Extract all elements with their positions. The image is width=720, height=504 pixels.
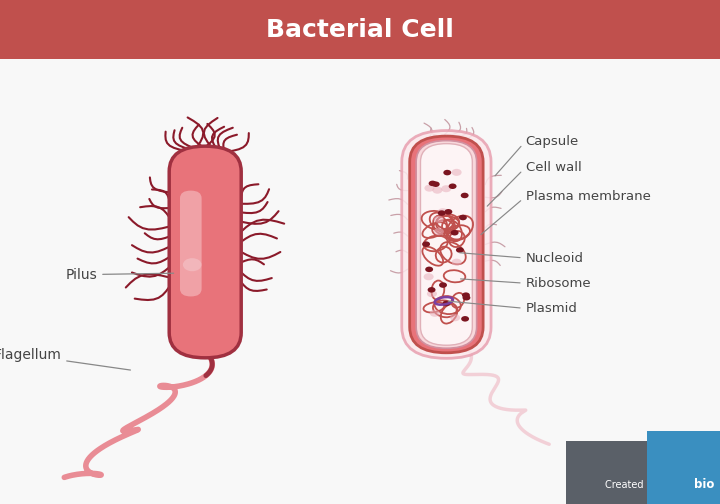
Circle shape: [456, 247, 464, 253]
Text: Capsule: Capsule: [495, 135, 579, 176]
Circle shape: [461, 316, 469, 322]
Text: Plasma membrane: Plasma membrane: [481, 190, 650, 234]
Circle shape: [462, 292, 470, 298]
Circle shape: [422, 241, 430, 247]
FancyBboxPatch shape: [420, 144, 472, 345]
Circle shape: [449, 183, 456, 189]
Circle shape: [451, 230, 459, 235]
Text: Created in BioRender.com: Created in BioRender.com: [605, 480, 720, 490]
Circle shape: [430, 310, 440, 317]
FancyBboxPatch shape: [169, 146, 241, 358]
Text: Bacterial Cell: Bacterial Cell: [266, 18, 454, 42]
FancyBboxPatch shape: [410, 136, 483, 353]
FancyBboxPatch shape: [180, 191, 202, 296]
Circle shape: [428, 180, 436, 186]
Text: bio: bio: [694, 478, 714, 491]
Text: Ribosome: Ribosome: [461, 277, 591, 290]
Circle shape: [451, 169, 462, 176]
Circle shape: [441, 185, 451, 192]
Text: Nucleoid: Nucleoid: [459, 251, 584, 265]
Circle shape: [433, 216, 444, 223]
Circle shape: [459, 215, 467, 220]
Text: Plasmid: Plasmid: [448, 301, 577, 315]
Circle shape: [432, 186, 442, 194]
Circle shape: [461, 193, 469, 198]
Circle shape: [451, 259, 462, 266]
Circle shape: [432, 181, 440, 187]
Circle shape: [444, 209, 452, 215]
Circle shape: [424, 184, 434, 192]
Circle shape: [426, 267, 433, 272]
FancyBboxPatch shape: [402, 131, 491, 358]
Circle shape: [439, 282, 447, 288]
Bar: [0, 0, 720, 59]
Text: Pilus: Pilus: [66, 268, 174, 282]
Circle shape: [438, 208, 448, 215]
Circle shape: [428, 287, 436, 293]
Circle shape: [444, 170, 451, 175]
Circle shape: [450, 314, 460, 321]
Circle shape: [462, 295, 470, 300]
FancyBboxPatch shape: [416, 141, 477, 348]
Circle shape: [427, 290, 437, 297]
Circle shape: [438, 210, 446, 216]
Circle shape: [434, 228, 444, 235]
Circle shape: [183, 258, 202, 271]
Text: Cell wall: Cell wall: [487, 161, 581, 206]
Text: Flagellum: Flagellum: [0, 348, 130, 370]
Circle shape: [423, 273, 433, 280]
Circle shape: [442, 301, 450, 306]
